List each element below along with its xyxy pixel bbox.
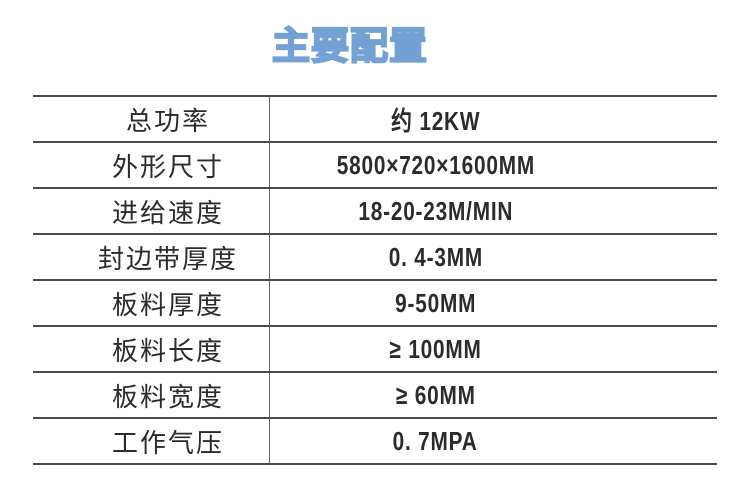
- spec-value: 18-20-23M/MIN: [270, 189, 717, 233]
- spec-value: 0. 4-3MM: [270, 235, 717, 279]
- table-row: 封边带厚度 0. 4-3MM: [33, 235, 717, 281]
- table-row: 板料厚度 9-50MM: [33, 281, 717, 327]
- spec-label: 板料宽度: [33, 373, 270, 417]
- spec-value-text: 约 12KW: [390, 105, 481, 136]
- spec-value-text: 18-20-23M/MIN: [358, 195, 513, 226]
- spec-value-text: 5800×720×1600MM: [336, 149, 535, 180]
- spec-value: 5800×720×1600MM: [270, 143, 717, 187]
- spec-value-text: ≥ 60MM: [395, 379, 476, 410]
- table-row: 板料长度 ≥ 100MM: [33, 327, 717, 373]
- table-row: 进给速度 18-20-23M/MIN: [33, 189, 717, 235]
- spec-label: 总功率: [33, 97, 270, 141]
- spec-value-text: 0. 7MPA: [393, 425, 478, 456]
- spec-value: 9-50MM: [270, 281, 717, 325]
- spec-value: ≥ 60MM: [270, 373, 717, 417]
- spec-value: ≥ 100MM: [270, 327, 717, 371]
- page-title: 主要配置: [271, 25, 428, 69]
- spec-value: 约 12KW: [270, 97, 717, 141]
- spec-value-text: ≥ 100MM: [389, 333, 482, 364]
- table-row: 外形尺寸 5800×720×1600MM: [33, 143, 717, 189]
- spec-label: 工作气压: [33, 419, 270, 463]
- table-row: 总功率 约 12KW: [33, 97, 717, 143]
- table-row: 板料宽度 ≥ 60MM: [33, 373, 717, 419]
- spec-label: 板料长度: [33, 327, 270, 371]
- spec-value: 0. 7MPA: [270, 419, 717, 463]
- spec-table: 总功率 约 12KW 外形尺寸 5800×720×1600MM 进给速度 18-…: [33, 95, 717, 465]
- spec-label: 封边带厚度: [33, 235, 270, 279]
- spec-value-text: 0. 4-3MM: [388, 241, 483, 272]
- spec-label: 板料厚度: [33, 281, 270, 325]
- spec-value-text: 9-50MM: [394, 287, 477, 318]
- spec-label: 进给速度: [33, 189, 270, 233]
- spec-label: 外形尺寸: [33, 143, 270, 187]
- table-row: 工作气压 0. 7MPA: [33, 419, 717, 465]
